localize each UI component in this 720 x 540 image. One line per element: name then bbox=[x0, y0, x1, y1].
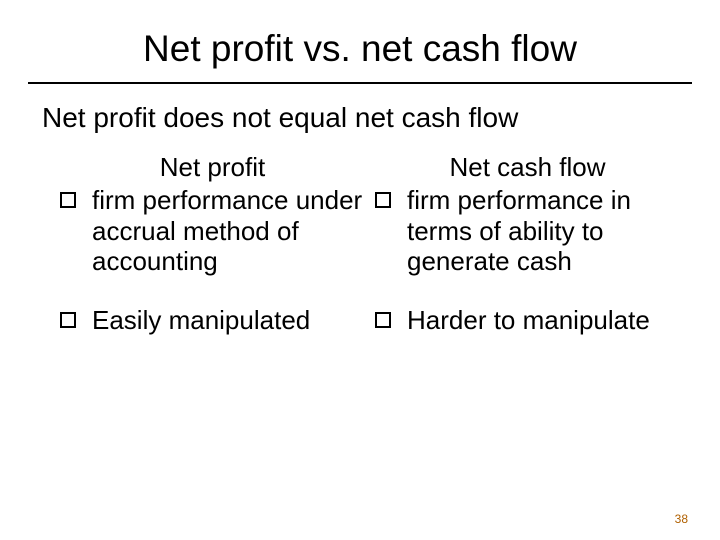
slide-subtitle: Net profit does not equal net cash flow bbox=[42, 102, 678, 134]
bullet-text: Harder to manipulate bbox=[407, 305, 650, 336]
square-bullet-icon bbox=[60, 312, 76, 328]
list-item: firm performance in terms of ability to … bbox=[375, 185, 680, 277]
list-item: firm performance under accrual method of… bbox=[60, 185, 365, 277]
bullet-text: firm performance in terms of ability to … bbox=[407, 185, 680, 277]
square-bullet-icon bbox=[375, 312, 391, 328]
right-column-header: Net cash flow bbox=[375, 152, 680, 183]
bullet-text: firm performance under accrual method of… bbox=[92, 185, 365, 277]
right-column: Net cash flow firm performance in terms … bbox=[375, 152, 690, 364]
columns-container: Net profit firm performance under accrua… bbox=[60, 152, 690, 364]
square-bullet-icon bbox=[375, 192, 391, 208]
list-item: Easily manipulated bbox=[60, 305, 365, 336]
slide: Net profit vs. net cash flow Net profit … bbox=[0, 0, 720, 540]
left-column: Net profit firm performance under accrua… bbox=[60, 152, 375, 364]
page-number: 38 bbox=[675, 512, 688, 526]
square-bullet-icon bbox=[60, 192, 76, 208]
list-item: Harder to manipulate bbox=[375, 305, 680, 336]
slide-title: Net profit vs. net cash flow bbox=[0, 0, 720, 82]
bullet-text: Easily manipulated bbox=[92, 305, 310, 336]
left-column-header: Net profit bbox=[60, 152, 365, 183]
title-divider bbox=[28, 82, 692, 84]
